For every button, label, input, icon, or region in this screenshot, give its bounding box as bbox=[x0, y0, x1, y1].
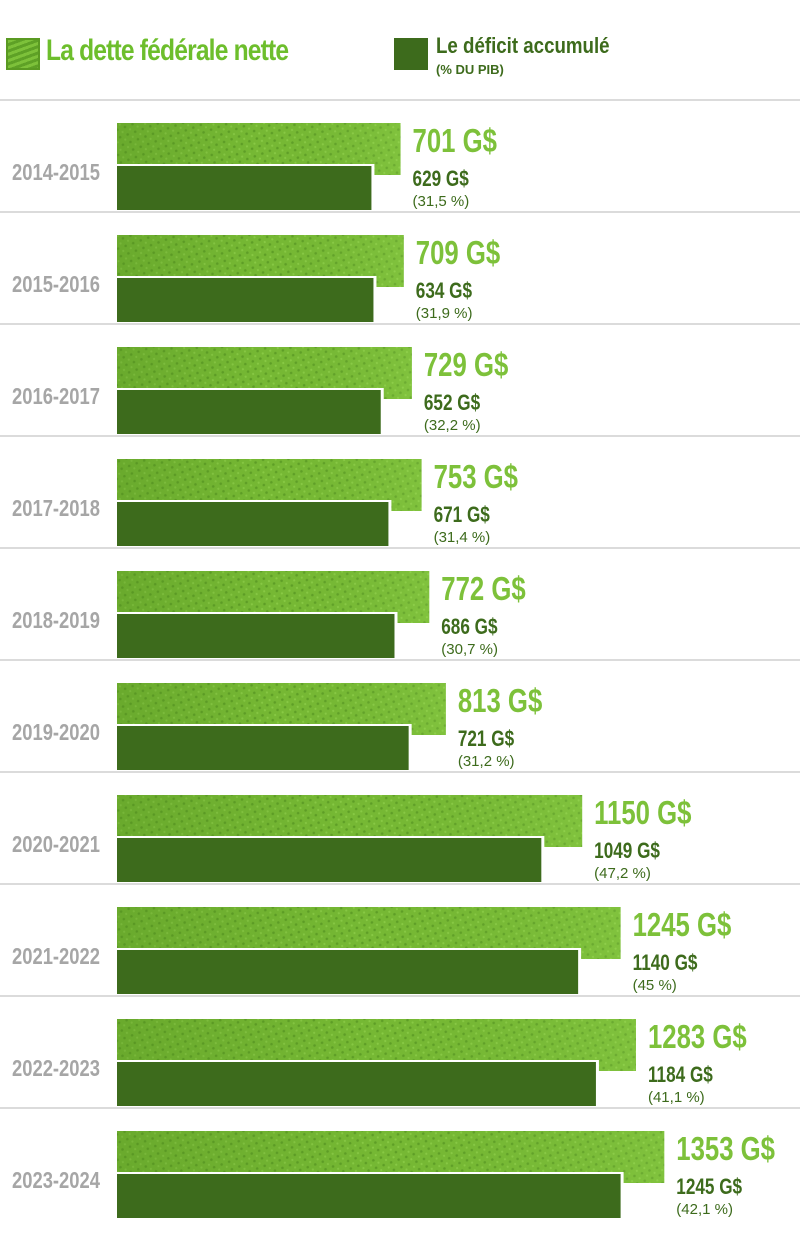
pib-pct-label: (30,7 %) bbox=[441, 641, 498, 658]
pib-pct-label: (31,9 %) bbox=[416, 305, 473, 322]
debt-value-label: 1245 G$ bbox=[633, 907, 732, 944]
pib-pct-label: (45 %) bbox=[633, 977, 677, 994]
legend-label-debt: La dette fédérale nette bbox=[46, 34, 289, 67]
year-label: 2018-2019 bbox=[12, 608, 100, 633]
deficit-bar bbox=[117, 278, 374, 322]
deficit-value-label: 634 G$ bbox=[416, 279, 472, 304]
debt-value-label: 772 G$ bbox=[441, 571, 526, 608]
pib-pct-label: (31,5 %) bbox=[413, 193, 470, 210]
debt-value-label: 1150 G$ bbox=[594, 795, 692, 832]
debt-value-label: 701 G$ bbox=[413, 123, 498, 160]
deficit-bar bbox=[117, 614, 395, 658]
debt-value-label: 813 G$ bbox=[458, 683, 543, 720]
year-label: 2017-2018 bbox=[12, 496, 100, 521]
deficit-bar bbox=[117, 1062, 596, 1106]
debt-value-label: 1353 G$ bbox=[676, 1131, 775, 1168]
legend-label-deficit: Le déficit accumulé bbox=[436, 33, 610, 58]
deficit-value-label: 1184 G$ bbox=[648, 1063, 713, 1088]
deficit-value-label: 1245 G$ bbox=[676, 1175, 742, 1200]
year-label: 2019-2020 bbox=[12, 720, 100, 745]
deficit-value-label: 629 G$ bbox=[413, 167, 469, 192]
legend-swatch-deficit bbox=[394, 38, 428, 70]
year-label: 2015-2016 bbox=[12, 272, 100, 297]
deficit-bar bbox=[117, 726, 409, 770]
legend-label-deficit-sub: (% DU PIB) bbox=[436, 62, 504, 77]
deficit-bar bbox=[117, 1174, 621, 1218]
year-label: 2020-2021 bbox=[12, 832, 100, 857]
deficit-bar bbox=[117, 166, 372, 210]
debt-value-label: 1283 G$ bbox=[648, 1019, 747, 1056]
pib-pct-label: (32,2 %) bbox=[424, 417, 481, 434]
deficit-value-label: 1140 G$ bbox=[633, 951, 698, 976]
deficit-value-label: 721 G$ bbox=[458, 727, 514, 752]
pib-pct-label: (47,2 %) bbox=[594, 865, 651, 882]
deficit-value-label: 652 G$ bbox=[424, 391, 480, 416]
pib-pct-label: (31,2 %) bbox=[458, 753, 515, 770]
debt-value-label: 709 G$ bbox=[416, 235, 501, 272]
debt-value-label: 729 G$ bbox=[424, 347, 509, 384]
pib-pct-label: (31,4 %) bbox=[434, 529, 491, 546]
legend: La dette fédérale nette Le déficit accum… bbox=[0, 0, 800, 100]
year-label: 2016-2017 bbox=[12, 384, 100, 409]
deficit-value-label: 686 G$ bbox=[441, 615, 497, 640]
deficit-bar bbox=[117, 390, 381, 434]
debt-value-label: 753 G$ bbox=[434, 459, 519, 496]
year-label: 2021-2022 bbox=[12, 944, 100, 969]
pib-pct-label: (42,1 %) bbox=[676, 1201, 733, 1218]
deficit-value-label: 1049 G$ bbox=[594, 839, 660, 864]
deficit-bar bbox=[117, 950, 579, 994]
pib-pct-label: (41,1 %) bbox=[648, 1089, 705, 1106]
year-label: 2014-2015 bbox=[12, 160, 100, 185]
deficit-value-label: 671 G$ bbox=[434, 503, 490, 528]
deficit-bar bbox=[117, 838, 542, 882]
year-label: 2023-2024 bbox=[12, 1168, 100, 1193]
deficit-bar bbox=[117, 502, 389, 546]
legend-swatch-debt bbox=[6, 38, 40, 70]
year-label: 2022-2023 bbox=[12, 1056, 100, 1081]
